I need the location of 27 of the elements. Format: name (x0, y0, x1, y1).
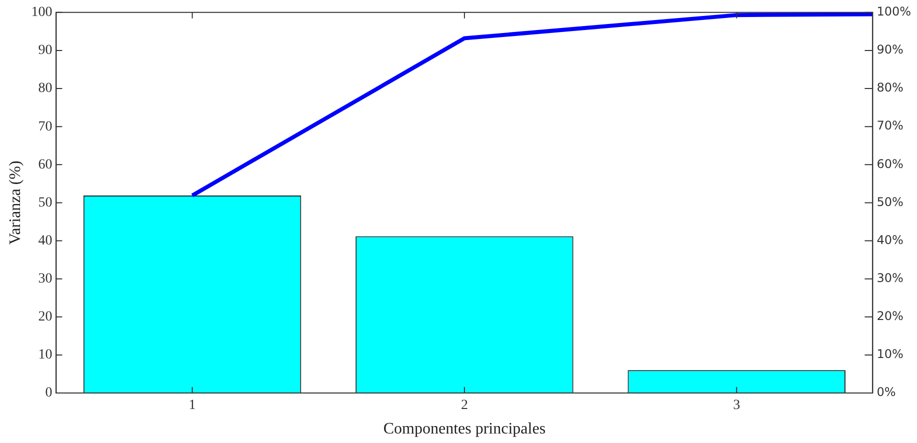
y-tick-label: 30 (38, 271, 52, 286)
y-tick-label: 100 (31, 5, 52, 20)
y2-tick-label: 20% (876, 309, 904, 324)
x-tick-label: 1 (188, 398, 196, 414)
y2-tick-label: 30% (876, 270, 904, 285)
y-tick-label: 10 (38, 348, 52, 363)
y-tick-label: 50 (38, 195, 52, 210)
y-tick-label: 70 (38, 119, 52, 134)
y-tick-label: 80 (38, 81, 52, 96)
y2-tick-label: 90% (876, 42, 904, 57)
y-tick-label: 60 (38, 157, 52, 172)
y2-tick-label: 70% (876, 118, 904, 133)
y-tick-label: 0 (45, 386, 52, 401)
y2-tick-label: 100% (876, 4, 912, 19)
x-tick-label: 2 (460, 398, 468, 414)
y2-tick-label: 40% (876, 232, 904, 247)
y-tick-label: 20 (38, 310, 52, 325)
x-axis-title: Componentes principales (383, 420, 546, 438)
y-tick-label: 40 (38, 233, 52, 248)
y2-tick-label: 60% (876, 156, 904, 171)
y2-tick-label: 10% (876, 347, 904, 362)
y-axis-title: Varianza (%) (6, 160, 24, 245)
y2-tick-label: 80% (876, 80, 904, 95)
y2-tick-label: 50% (876, 194, 904, 209)
y2-tick-label: 0% (876, 385, 896, 400)
y-tick-label: 90 (38, 43, 52, 58)
x-tick-label: 3 (733, 398, 740, 414)
